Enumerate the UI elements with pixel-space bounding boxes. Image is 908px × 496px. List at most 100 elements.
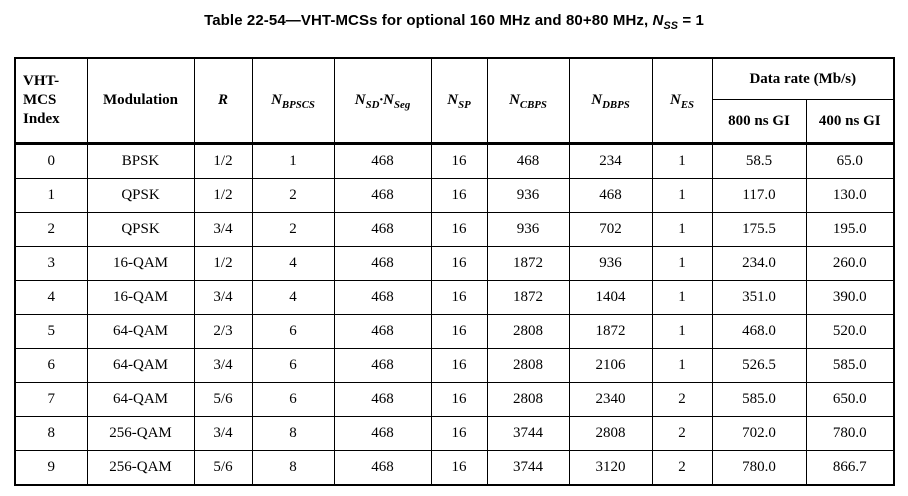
table-cell: 1: [651, 314, 713, 349]
table-cell: 64-QAM: [86, 348, 195, 383]
subscript-text: CBPS: [519, 99, 547, 111]
table-cell: 2: [251, 212, 335, 247]
table-cell: 468: [333, 348, 432, 383]
table-cell: 866.7: [805, 450, 895, 486]
table-cell: 585.0: [805, 348, 895, 383]
table-cell: 780.0: [805, 416, 895, 451]
table-cell: 1: [651, 280, 713, 315]
table-cell: 16: [430, 142, 488, 179]
table-cell: 1/2: [193, 246, 253, 281]
text-segment: = 1: [678, 12, 704, 29]
table-cell: 585.0: [711, 382, 807, 417]
column-header-r: R: [193, 57, 253, 144]
text-segment: N: [652, 12, 664, 29]
table-cell: 2808: [486, 348, 570, 383]
column-header-n-cbps: NCBPS: [486, 57, 570, 144]
column-header-modulation: Modulation: [86, 57, 195, 144]
table-cell: 4: [14, 280, 88, 315]
text-segment: R: [217, 92, 228, 108]
table-cell: 5/6: [193, 450, 253, 486]
column-header-gi-800: 800 ns GI: [711, 99, 807, 144]
subscript-text: DBPS: [602, 99, 630, 111]
table-cell: 3744: [486, 450, 570, 486]
table-row: 1 QPSK 1/2 2 468 16 936 468 1 117.0 130.0: [14, 178, 895, 213]
column-header-vht-mcs-index: VHT- MCS Index: [14, 57, 88, 144]
table-cell: 6: [14, 348, 88, 383]
table-cell: 936: [568, 246, 653, 281]
table-cell: 702.0: [711, 416, 807, 451]
header-row-2: 800 ns GI 400 ns GI: [15, 99, 895, 144]
column-header-data-rate: Data rate (Mb/s): [711, 57, 895, 100]
mcs-table: VHT- MCS Index Modulation R NBPSCS NSD·NSeg NSP…: [14, 57, 896, 486]
table-cell: 468: [333, 178, 432, 213]
table-cell: 6: [251, 348, 335, 383]
table-cell: 2106: [568, 348, 653, 383]
table-cell: 16: [430, 382, 488, 417]
table-cell: 64-QAM: [86, 314, 195, 349]
table-row: 2 QPSK 3/4 2 468 16 936 702 1 175.5 195.0: [14, 212, 895, 247]
text-segment: N: [509, 92, 520, 108]
table-cell: 175.5: [711, 212, 807, 247]
table-cell: 1872: [486, 246, 570, 281]
table-cell: 2: [651, 416, 713, 451]
table-cell: 702: [568, 212, 653, 247]
table-cell: 16: [430, 280, 488, 315]
column-header-n-bpscs: NBPSCS: [251, 57, 335, 144]
table-cell: 2: [251, 178, 335, 213]
table-cell: 780.0: [711, 450, 807, 486]
table-cell: 1: [651, 246, 713, 281]
subscript-text: SP: [458, 99, 471, 111]
subscript-text: BPSCS: [281, 99, 315, 111]
table-cell: 468: [333, 212, 432, 247]
table-cell: 9: [14, 450, 88, 486]
text-segment: Table 22-54—VHT-MCSs for optional 160 MH…: [204, 12, 653, 29]
table-cell: 3/4: [193, 348, 253, 383]
table-cell: 16: [430, 246, 488, 281]
table-cell: 1/2: [193, 142, 253, 179]
subscript-text: SD: [365, 99, 380, 111]
table-cell: 3/4: [193, 212, 253, 247]
table-row: 3 16-QAM 1/2 4 468 16 1872 936 1 234.0 260.0: [14, 246, 895, 281]
table-row: 5 64-QAM 2/3 6 468 16 2808 1872 1 468.0 520.0: [14, 314, 895, 349]
subscript-text: ES: [680, 99, 695, 111]
table-cell: 16: [430, 178, 488, 213]
text-segment: N: [447, 92, 459, 108]
table-cell: 468: [333, 450, 432, 486]
text-segment: N: [669, 92, 681, 108]
table-cell: 2: [651, 450, 713, 486]
table-cell: 468: [568, 178, 653, 213]
table-cell: 1: [251, 142, 335, 179]
table-cell: 256-QAM: [86, 450, 195, 486]
table-cell: 256-QAM: [86, 416, 195, 451]
table-cell: 1872: [486, 280, 570, 315]
table-cell: 5/6: [193, 382, 253, 417]
table-cell: 526.5: [711, 348, 807, 383]
table-cell: 130.0: [805, 178, 895, 213]
table-container: VHT- MCS Index Modulation R NBPSCS NSD·NSeg NSP…: [14, 57, 896, 486]
column-header-n-dbps: NDBPS: [568, 57, 653, 144]
table-cell: 3: [14, 246, 88, 281]
table-cell: 468: [333, 280, 432, 315]
table-cell: 6: [251, 382, 335, 417]
table-cell: 2/3: [193, 314, 253, 349]
table-cell: 2808: [486, 314, 570, 349]
text-segment: MCS: [23, 92, 57, 109]
table-cell: 1: [651, 178, 713, 213]
table-row: 7 64-QAM 5/6 6 468 16 2808 2340 2 585.0 650.0: [14, 382, 895, 417]
table-row: 6 64-QAM 3/4 6 468 16 2808 2106 1 526.5 585.0: [14, 348, 895, 383]
text-segment: Index: [23, 110, 60, 127]
table-caption: Table 22-54—VHT-MCSs for optional 160 MH…: [0, 12, 908, 31]
table-cell: 3744: [486, 416, 570, 451]
table-cell: 16-QAM: [86, 246, 195, 281]
table-row: 0 BPSK 1/2 1 468 16 468 234 1 58.5 65.0: [14, 142, 895, 179]
text-segment: ·: [379, 92, 384, 108]
text-segment: N: [383, 92, 395, 108]
table-cell: 1404: [568, 280, 653, 315]
table-cell: 195.0: [805, 212, 895, 247]
table-cell: 8: [14, 416, 88, 451]
table-cell: QPSK: [86, 178, 195, 213]
table-cell: 117.0: [711, 178, 807, 213]
table-cell: 1872: [568, 314, 653, 349]
table-cell: 8: [251, 450, 335, 486]
